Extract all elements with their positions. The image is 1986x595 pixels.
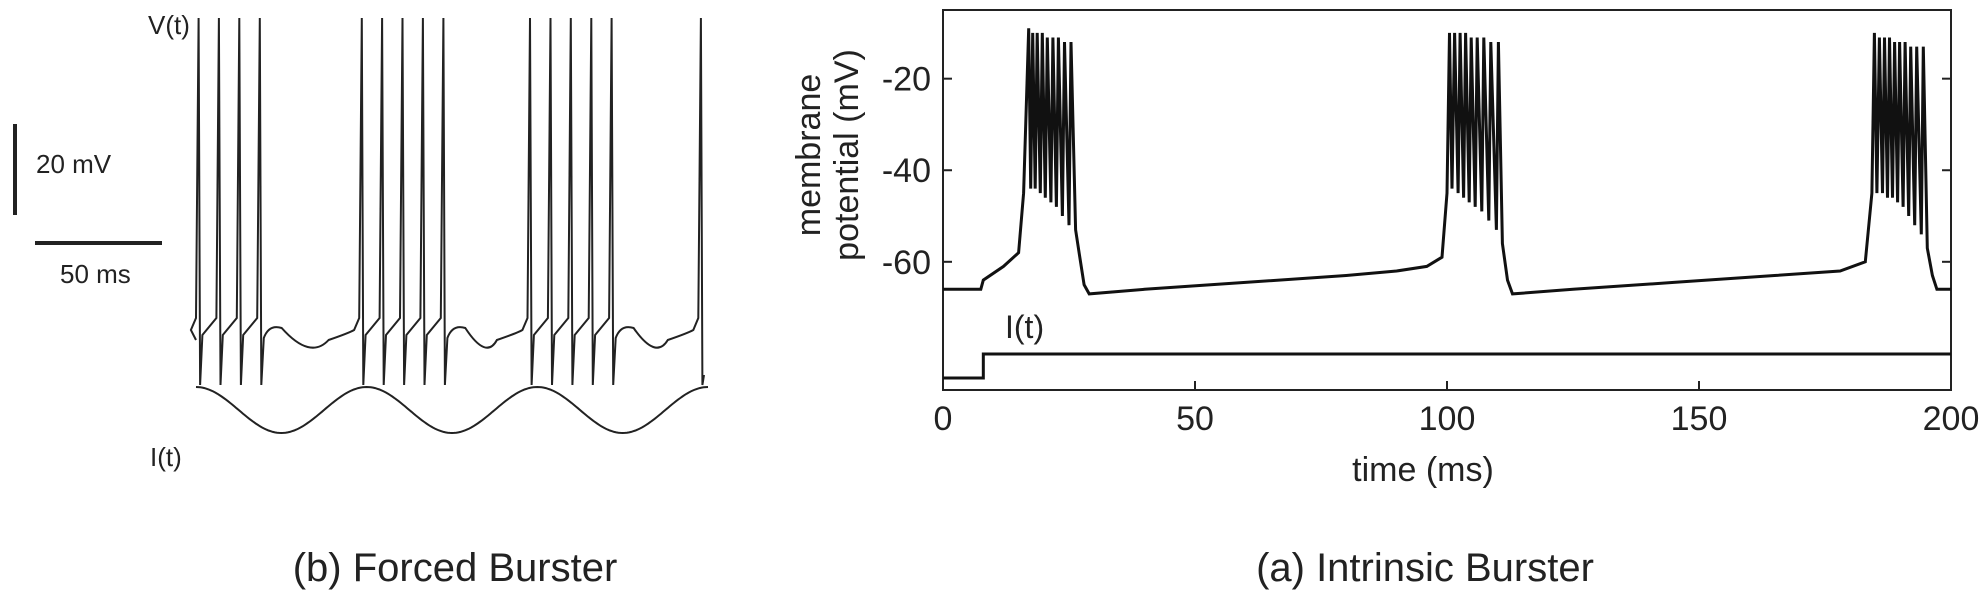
caption-intrinsic-burster: (a) Intrinsic Burster	[1256, 546, 1594, 590]
x-axis-title: time (ms)	[1352, 451, 1494, 489]
y-axis-title-line2: potential (mV)	[828, 49, 866, 261]
current-trace	[943, 352, 1951, 380]
panel-intrinsic-burster: 0 50 100 150 200 -20 -40 -60 I(t) time (ms) mem…	[790, 9, 1980, 590]
y-tick-label: -20	[882, 61, 931, 99]
x-tick-label: 50	[1176, 400, 1214, 438]
voltage-trace-label: V(t)	[148, 10, 190, 40]
current-trace-label: I(t)	[1005, 309, 1044, 345]
x-tick-label: 150	[1671, 400, 1728, 438]
y-tick-label: -60	[882, 244, 931, 282]
voltage-scale-label: 20 mV	[36, 149, 112, 179]
x-tick-label: 100	[1419, 400, 1476, 438]
current-trace	[195, 385, 709, 435]
x-tick-label: 200	[1923, 400, 1980, 438]
caption-forced-burster: (b) Forced Burster	[293, 546, 618, 590]
panel-forced-burster: V(t) I(t) 20 mV 50 ms (b) Forced Burster	[13, 10, 709, 590]
voltage-trace	[189, 17, 705, 386]
current-trace-label: I(t)	[150, 442, 182, 472]
membrane-potential-trace	[943, 28, 1951, 296]
time-scale-label: 50 ms	[60, 259, 131, 289]
y-axis-title-line1: membrane	[790, 74, 828, 237]
axis-ticks: 0 50 100 150 200 -20 -40 -60	[882, 61, 1980, 438]
y-tick-label: -40	[882, 152, 931, 190]
x-tick-label: 0	[934, 400, 953, 438]
